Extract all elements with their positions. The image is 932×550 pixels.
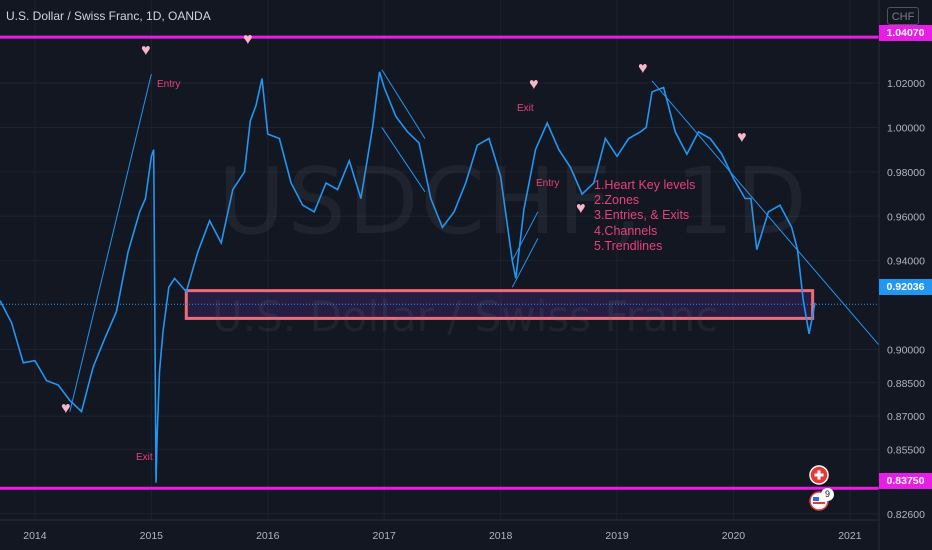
add-alert-button[interactable]: [809, 465, 829, 485]
heart-icon: ♥: [529, 76, 539, 93]
heart-icon: ♥: [737, 129, 747, 146]
heart-icon: ♥: [576, 200, 586, 217]
time-tick-label: 2019: [605, 530, 629, 542]
chart-grid: [0, 0, 879, 520]
note-item: 3.Entries, & Exits: [594, 208, 690, 223]
price-tick-label: 0.96000: [887, 211, 925, 223]
channel-line: [381, 69, 426, 139]
event-count-badge[interactable]: 9: [821, 488, 834, 501]
level-price-tag-bottom: 0.83750: [879, 473, 932, 489]
price-axis[interactable]: 1.02000 1.00000 0.98000 0.96000 0.94000 0.900…: [887, 78, 925, 521]
currency-badge[interactable]: CHF: [887, 7, 919, 25]
time-tick-label: 2017: [373, 530, 397, 542]
note-item: 2.Zones: [594, 193, 640, 208]
trendline: [651, 80, 880, 346]
level-price-tag-top: 1.04070: [879, 25, 932, 41]
drawing-tools: [69, 69, 880, 412]
price-tick-label: 0.94000: [887, 256, 925, 268]
time-tick-label: 2016: [256, 530, 280, 542]
heart-icon: ♥: [141, 42, 151, 59]
entry-label-2015: Entry: [157, 79, 181, 90]
channel-line: [381, 127, 426, 193]
heart-icon: ♥: [638, 60, 648, 77]
note-item: 1.Heart Key levels: [594, 178, 696, 192]
price-tick-label: 0.88500: [887, 378, 925, 390]
price-tick-label: 0.87000: [887, 411, 925, 423]
heart-icon: ♥: [61, 400, 71, 417]
symbol-watermark: USDCHF, 1D: [218, 148, 809, 255]
price-tick-label: 1.00000: [887, 122, 925, 134]
horizontal-level-lines: [0, 35, 879, 490]
exit-label-2015: Exit: [136, 452, 153, 463]
exit-label-2018: Exit: [517, 103, 534, 114]
price-tick-label: 0.85500: [887, 444, 925, 456]
symbol-title[interactable]: U.S. Dollar / Swiss Franc, 1D, OANDA: [6, 9, 211, 23]
time-tick-label: 2018: [489, 530, 513, 542]
last-price-tag: 0.92036: [879, 279, 932, 295]
heart-icon: ♥: [243, 31, 253, 48]
price-tick-label: 1.02000: [887, 78, 925, 90]
price-tick-label: 0.82600: [887, 509, 925, 521]
time-tick-label: 2015: [140, 530, 164, 542]
time-tick-label: 2014: [23, 530, 47, 542]
price-tick-label: 0.98000: [887, 167, 925, 179]
time-tick-label: 2020: [722, 530, 746, 542]
note-item: 5.Trendlines: [594, 238, 663, 253]
strategy-notes: 1.Heart Key levels 2.Zones 3.Entries, & …: [594, 178, 695, 254]
time-tick-label: 2021: [838, 530, 862, 542]
channel-line: [511, 211, 539, 261]
entry-label-2018: Entry: [536, 178, 560, 189]
price-line: [0, 71, 816, 483]
trendline: [69, 74, 152, 412]
time-axis[interactable]: 2014 2015 2016 2017 2018 2019 2020 2021: [23, 530, 861, 542]
price-tick-label: 0.90000: [887, 344, 925, 356]
description-watermark: U.S. Dollar / Swiss Franc: [212, 292, 719, 341]
note-item: 4.Channels: [594, 223, 658, 238]
channel-line: [511, 238, 539, 288]
